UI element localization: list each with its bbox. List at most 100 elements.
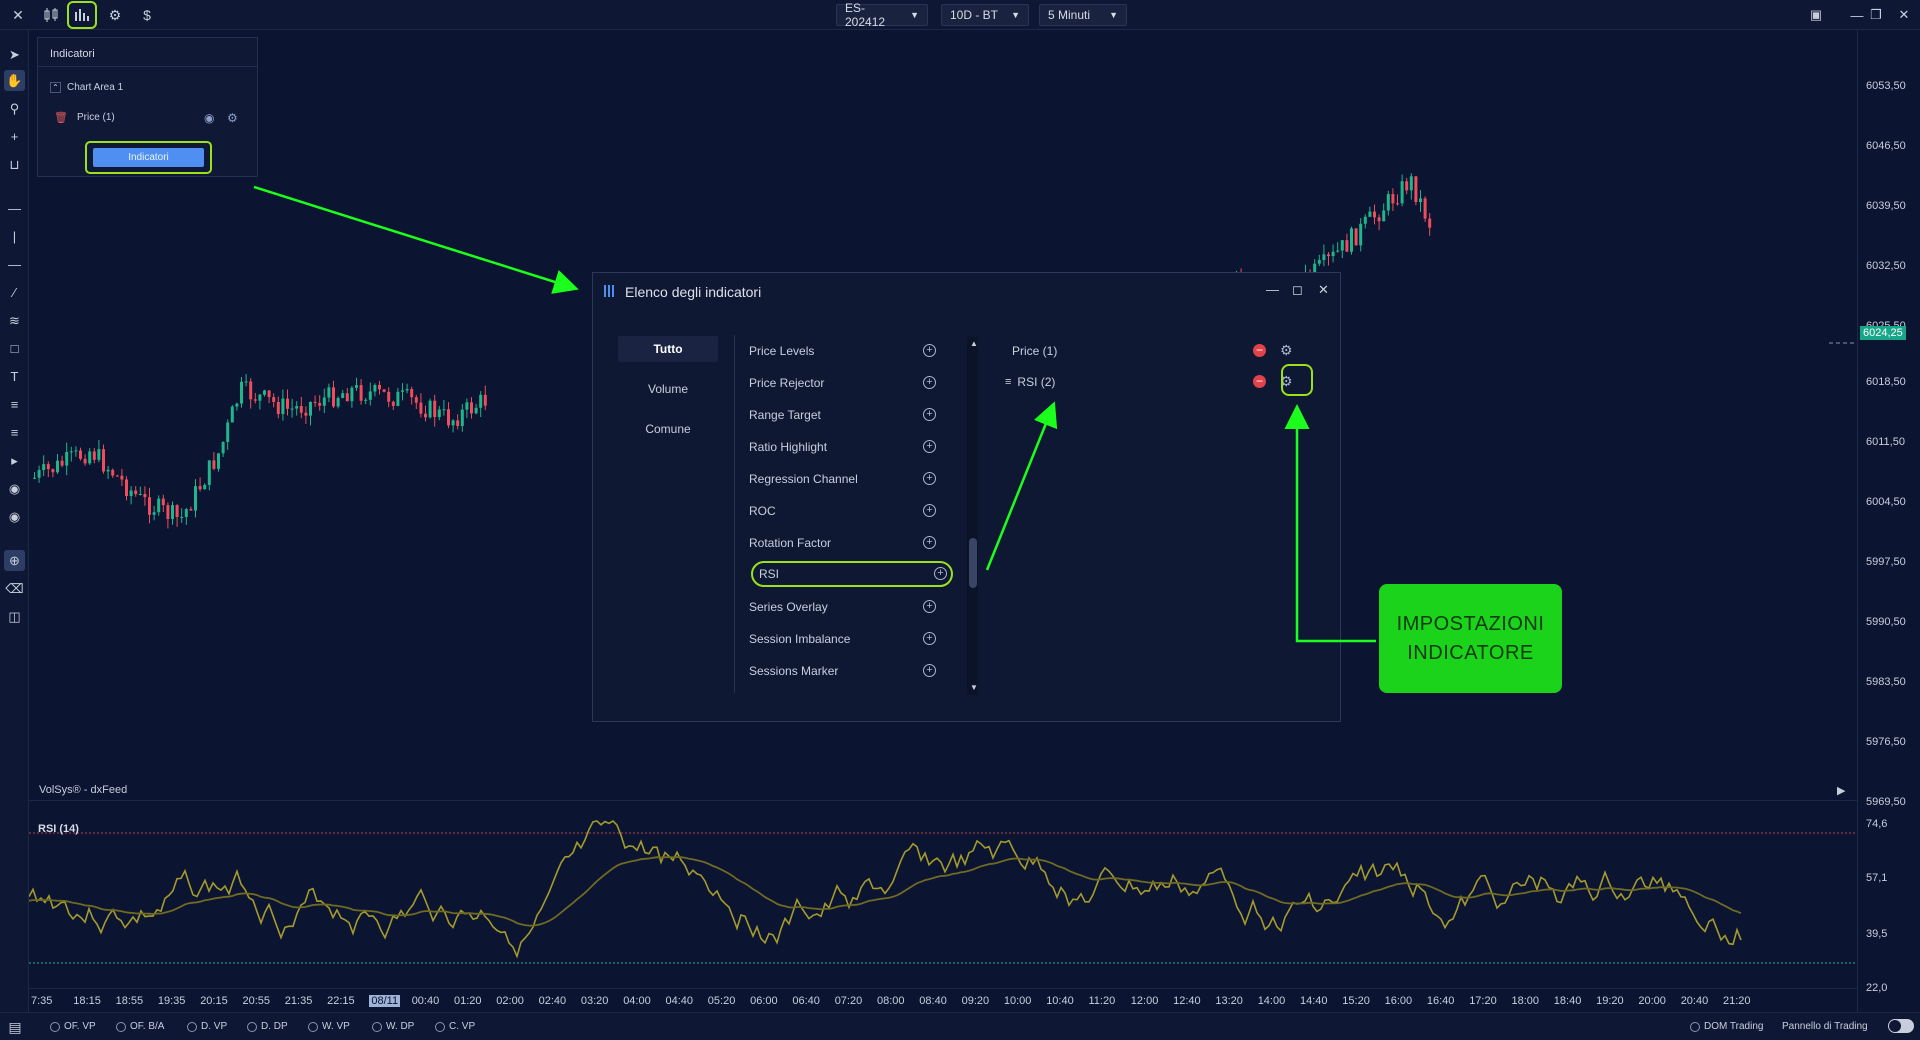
- window-close-icon[interactable]: ✕: [1898, 7, 1910, 22]
- add-icon[interactable]: +: [923, 504, 936, 517]
- candles-icon[interactable]: [40, 4, 62, 26]
- gear-icon[interactable]: ⚙: [1280, 373, 1293, 389]
- chip-c-vp[interactable]: C. VP: [435, 1021, 475, 1032]
- visibility-icon[interactable]: ◉: [8, 508, 21, 524]
- dollar-icon[interactable]: $: [143, 7, 151, 23]
- cursor-icon[interactable]: ➤: [9, 46, 20, 62]
- chip-d-vp[interactable]: D. VP: [187, 1021, 227, 1032]
- eraser-icon[interactable]: ⌫: [5, 580, 24, 596]
- minimize-icon[interactable]: —: [1266, 282, 1279, 297]
- fib-icon[interactable]: ≋: [9, 312, 20, 328]
- indicator-item[interactable]: ROC +: [749, 498, 944, 524]
- scroll-up-icon[interactable]: ▲: [970, 339, 978, 348]
- maximize-icon[interactable]: ◻: [1292, 282, 1303, 297]
- indicator-item[interactable]: Regression Channel +: [749, 466, 944, 492]
- add-icon[interactable]: +: [923, 600, 936, 613]
- eye-icon[interactable]: ◉: [204, 110, 215, 125]
- active-indicator-rsi[interactable]: ≡ RSI (2) − ⚙: [1005, 370, 1325, 394]
- indicator-item[interactable]: Range Target +: [749, 402, 944, 428]
- remove-icon[interactable]: −: [1253, 344, 1266, 357]
- list-icon[interactable]: ≡: [10, 397, 19, 412]
- close-icon[interactable]: ✕: [12, 6, 24, 23]
- indicator-item[interactable]: Sessions Marker +: [749, 658, 944, 684]
- indicator-item[interactable]: Session Imbalance +: [749, 626, 944, 652]
- gear-icon[interactable]: ⚙: [108, 6, 122, 23]
- add-icon[interactable]: +: [934, 567, 947, 580]
- category-volume[interactable]: Volume: [647, 382, 689, 396]
- scroll-down-icon[interactable]: ▼: [970, 683, 978, 692]
- add-icon[interactable]: +: [923, 344, 936, 357]
- lock-icon[interactable]: ◉: [8, 480, 21, 496]
- indicators-icon[interactable]: [67, 1, 97, 29]
- indicator-item-rsi[interactable]: RSI +: [751, 561, 953, 587]
- vertical-line-icon[interactable]: |: [12, 229, 17, 244]
- zoom-icon[interactable]: ⚲: [9, 100, 20, 116]
- ray-icon[interactable]: —: [8, 257, 21, 272]
- candle-body: [424, 413, 427, 418]
- category-tutto[interactable]: Tutto: [618, 336, 718, 362]
- remove-icon[interactable]: −: [1253, 375, 1266, 388]
- indicator-item[interactable]: Price Rejector +: [749, 370, 944, 396]
- gear-icon[interactable]: ⚙: [1280, 342, 1293, 358]
- candle-body: [221, 441, 225, 454]
- add-icon[interactable]: +: [923, 408, 936, 421]
- magnet-active-icon[interactable]: ⊕: [4, 550, 25, 571]
- price-axis[interactable]: 6053,50 6046,50 6039,50 6032,50 6025,50 …: [1857, 30, 1920, 1012]
- rsi-pane[interactable]: [28, 800, 1857, 988]
- close-icon[interactable]: ✕: [1318, 282, 1329, 297]
- scrollbar[interactable]: [967, 337, 978, 695]
- minimize-icon[interactable]: —: [1850, 7, 1864, 23]
- layout-icon[interactable]: ▣: [1809, 7, 1823, 22]
- hand-icon[interactable]: ✋: [4, 70, 25, 91]
- indicator-item[interactable]: Series Overlay +: [749, 594, 944, 620]
- chip-w-vp[interactable]: W. VP: [308, 1021, 350, 1032]
- add-icon[interactable]: +: [923, 664, 936, 677]
- gear-icon[interactable]: ⚙: [227, 110, 238, 125]
- category-comune[interactable]: Comune: [645, 422, 691, 436]
- add-icon[interactable]: +: [923, 472, 936, 485]
- layers-icon[interactable]: ◫: [8, 608, 21, 624]
- panel-icon[interactable]: ▤: [8, 1018, 22, 1035]
- scrollbar-thumb[interactable]: [969, 538, 977, 588]
- horizontal-line-icon[interactable]: —: [8, 201, 21, 216]
- magnet-icon[interactable]: ⊔: [9, 156, 20, 172]
- chip-of-vp[interactable]: OF. VP: [50, 1021, 96, 1032]
- chip-w-dp[interactable]: W. DP: [372, 1021, 414, 1032]
- timeframe-dropdown[interactable]: 5 Minuti ▼: [1039, 4, 1127, 26]
- settings-callout: IMPOSTAZIONI INDICATORE: [1379, 584, 1562, 693]
- chip-d-dp[interactable]: D. DP: [247, 1021, 288, 1032]
- indicator-item[interactable]: Ratio Highlight +: [749, 434, 944, 460]
- levels-icon[interactable]: ≡: [10, 425, 19, 440]
- symbol-dropdown[interactable]: ES-202412 ▼: [836, 1, 928, 29]
- chart-area-row[interactable]: ⌃ Chart Area 1: [50, 82, 123, 93]
- arrow-icon[interactable]: ▸: [11, 452, 18, 468]
- crosshair-icon[interactable]: +: [10, 129, 19, 144]
- price-indicator-row[interactable]: 🗑 Price (1) ◉ ⚙: [54, 110, 249, 125]
- chevron-down-icon: ▼: [910, 10, 919, 20]
- add-icon[interactable]: +: [923, 440, 936, 453]
- candle-body: [451, 420, 455, 426]
- add-icon[interactable]: +: [923, 632, 936, 645]
- trash-icon[interactable]: 🗑: [54, 112, 68, 124]
- indicator-item[interactable]: Rotation Factor +: [749, 530, 944, 556]
- rectangle-icon[interactable]: □: [10, 341, 19, 356]
- candle-body: [56, 460, 59, 473]
- trading-panel-switch[interactable]: [1888, 1019, 1914, 1033]
- chip-of-ba[interactable]: OF. B/A: [116, 1021, 164, 1032]
- candle-body: [1396, 203, 1399, 205]
- collapse-icon[interactable]: ⌃: [50, 82, 61, 93]
- add-icon[interactable]: +: [923, 376, 936, 389]
- active-indicator-price[interactable]: Price (1) − ⚙: [1005, 339, 1325, 363]
- indicator-item[interactable]: Price Levels +: [749, 338, 944, 364]
- drag-handle-icon[interactable]: ≡: [1005, 376, 1012, 388]
- indicators-button[interactable]: Indicatori: [93, 148, 204, 167]
- period-dropdown[interactable]: 10D - BT ▼: [941, 4, 1029, 26]
- text-icon[interactable]: T: [10, 369, 19, 384]
- restore-icon[interactable]: ❐: [1870, 7, 1882, 22]
- add-icon[interactable]: +: [923, 536, 936, 549]
- trendline-icon[interactable]: ∕: [13, 285, 16, 300]
- play-icon[interactable]: ▶: [1837, 785, 1846, 797]
- dom-trading-toggle[interactable]: DOM Trading: [1690, 1021, 1763, 1032]
- candle-body: [1363, 216, 1367, 224]
- time-axis[interactable]: 7:35 18:15 18:55 19:35 20:15 20:55 21:35 22:15 0…: [29, 988, 1857, 1012]
